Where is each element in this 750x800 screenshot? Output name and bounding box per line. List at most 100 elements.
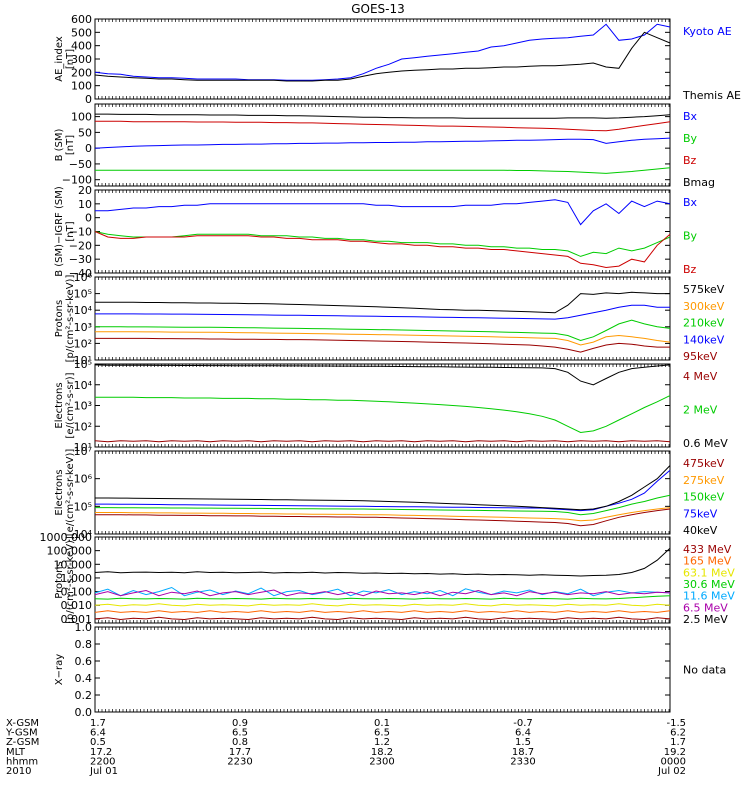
series-line [94,23,671,81]
y-tick-label: 500 [71,26,92,39]
y-tick-label: 10⁵ [74,288,92,301]
y-tick-label: 0.001 [61,613,93,626]
y-tick-label: 0.4 [75,672,93,685]
y-tick-label: 10² [74,420,92,433]
y-tick-label: 1000.000 [40,531,93,544]
series-line [94,231,671,257]
legend-label: 150keV [683,491,725,504]
series-line [95,291,670,314]
series-line [94,610,671,613]
legend-label: 575keV [683,283,725,296]
series-line [94,31,671,82]
legend-label: Themis AE [682,89,741,102]
y-tick-label: 10⁴ [74,304,93,317]
x-axis-tick-label: 17.7 [229,747,251,758]
y-axis-label: [p/(cm²-s-sr-keV)] [65,275,76,363]
y-tick-label: 10.000 [54,558,93,571]
legend-label: 30.6 MeV [683,578,735,591]
series-line [95,319,671,342]
y-axis-label: [p/(cm²-s-sr-keV)] [65,536,76,624]
y-tick-label: 10⁴ [74,379,93,392]
chart-title: GOES-13 [351,2,405,16]
legend-label: 2.5 MeV [683,613,728,626]
y-tick-label: 10⁶ [74,473,93,486]
series-line [95,331,671,346]
panel-frame [94,189,671,274]
legend-label: 6.5 MeV [683,601,728,614]
legend-label: 0.6 MeV [683,437,728,450]
legend-label: Bz [683,154,697,167]
y-tick-label: 0.2 [75,689,93,702]
y-tick-label: 100.000 [47,545,93,558]
x-axis-row-label: X-GSM [6,718,39,729]
panel-frame [94,363,671,448]
legend-label: Bx [683,110,698,123]
legend-label: 475keV [683,457,725,470]
x-axis-tick-label: 2230 [227,756,252,767]
y-tick-label: 10⁶ [74,271,93,284]
y-axis-label: AE_index [54,36,65,82]
x-axis-tick-label: 17.2 [90,747,112,758]
y-tick-label: 300 [71,53,92,66]
y-axis-label: [nT] [65,49,76,69]
y-axis-label: Electrons [54,382,65,428]
series-line [95,120,671,132]
x-axis-tick-label: 0.5 [90,737,106,748]
y-tick-label: 10⁵ [74,358,92,371]
y-tick-label: −30 [69,253,92,266]
series-line [95,508,671,527]
panel-frame [94,103,671,187]
series-line [94,547,671,577]
y-tick-label: −100 [62,174,92,187]
panel-frame [94,536,671,624]
x-axis-row-label: Z-GSM [6,737,39,748]
y-axis-label: B (SM) [54,128,65,161]
series-line [95,113,671,119]
series-line [95,507,671,522]
legend-label: 140keV [683,333,725,346]
x-axis-tick-label: Jul 01 [89,766,118,777]
x-axis-tick-label: 18.7 [512,747,534,758]
panel-frame [94,276,671,361]
series-line [95,395,671,434]
x-axis-tick-label: 1.2 [374,737,390,748]
y-tick-label: 10⁷ [74,445,92,458]
legend-label: 40keV [683,524,718,537]
y-tick-label: 400 [71,40,92,53]
panel-5: 10¹ 10² 10³ 10⁴ 10⁵ Electrons [e/(cm²-s-sr)] 4 … [54,358,728,454]
x-axis-tick-label: 0.1 [374,718,390,729]
x-axis-tick-label: 2330 [510,756,535,767]
y-axis-label: Electrons [54,469,65,515]
y-tick-label: 20 [78,184,92,197]
x-axis-tick-label: 6.2 [670,728,686,739]
y-tick-label: 0.6 [75,655,93,668]
legend-label: Bx [683,196,698,209]
y-tick-label: 10² [74,337,92,350]
y-axis-label: [e/(cm²-s-sr-keV)] [65,449,76,537]
series-line [94,364,671,386]
y-tick-label: 10³ [74,321,92,334]
y-axis-label: B (SM)−IGRF (SM) [54,186,65,277]
panel-6: 10⁴ 10⁵ 10⁶ 10⁷ Electrons [e/(cm²-s-sr-keV)] 4… [54,445,725,541]
y-tick-label: 10⁴ [74,528,93,541]
y-axis-label: Protons [54,561,65,598]
y-tick-label: 1.000 [61,572,93,585]
panel-frame [94,450,671,535]
y-tick-label: 10¹ [74,354,92,367]
legend-label: 4 MeV [683,370,718,383]
x-axis-tick-label: 6.5 [374,728,390,739]
panel-7: 0.0010.0100.1001.00010.000100.0001000.00… [40,531,736,626]
x-axis-tick-label: 0.8 [232,737,248,748]
series-line [95,494,671,516]
y-tick-label: 50 [78,126,92,139]
y-tick-label: 0.8 [75,638,93,651]
x-axis-tick-label: 2200 [90,756,115,767]
y-tick-label: 10⁵ [74,500,92,513]
legend-label: 275keV [683,474,725,487]
y-tick-label: 0.0 [75,706,93,719]
x-axis-tick-label: 6.4 [515,728,531,739]
legend-label: 433 MeV [683,543,732,556]
x-axis-tick-label: 0.9 [232,718,248,729]
